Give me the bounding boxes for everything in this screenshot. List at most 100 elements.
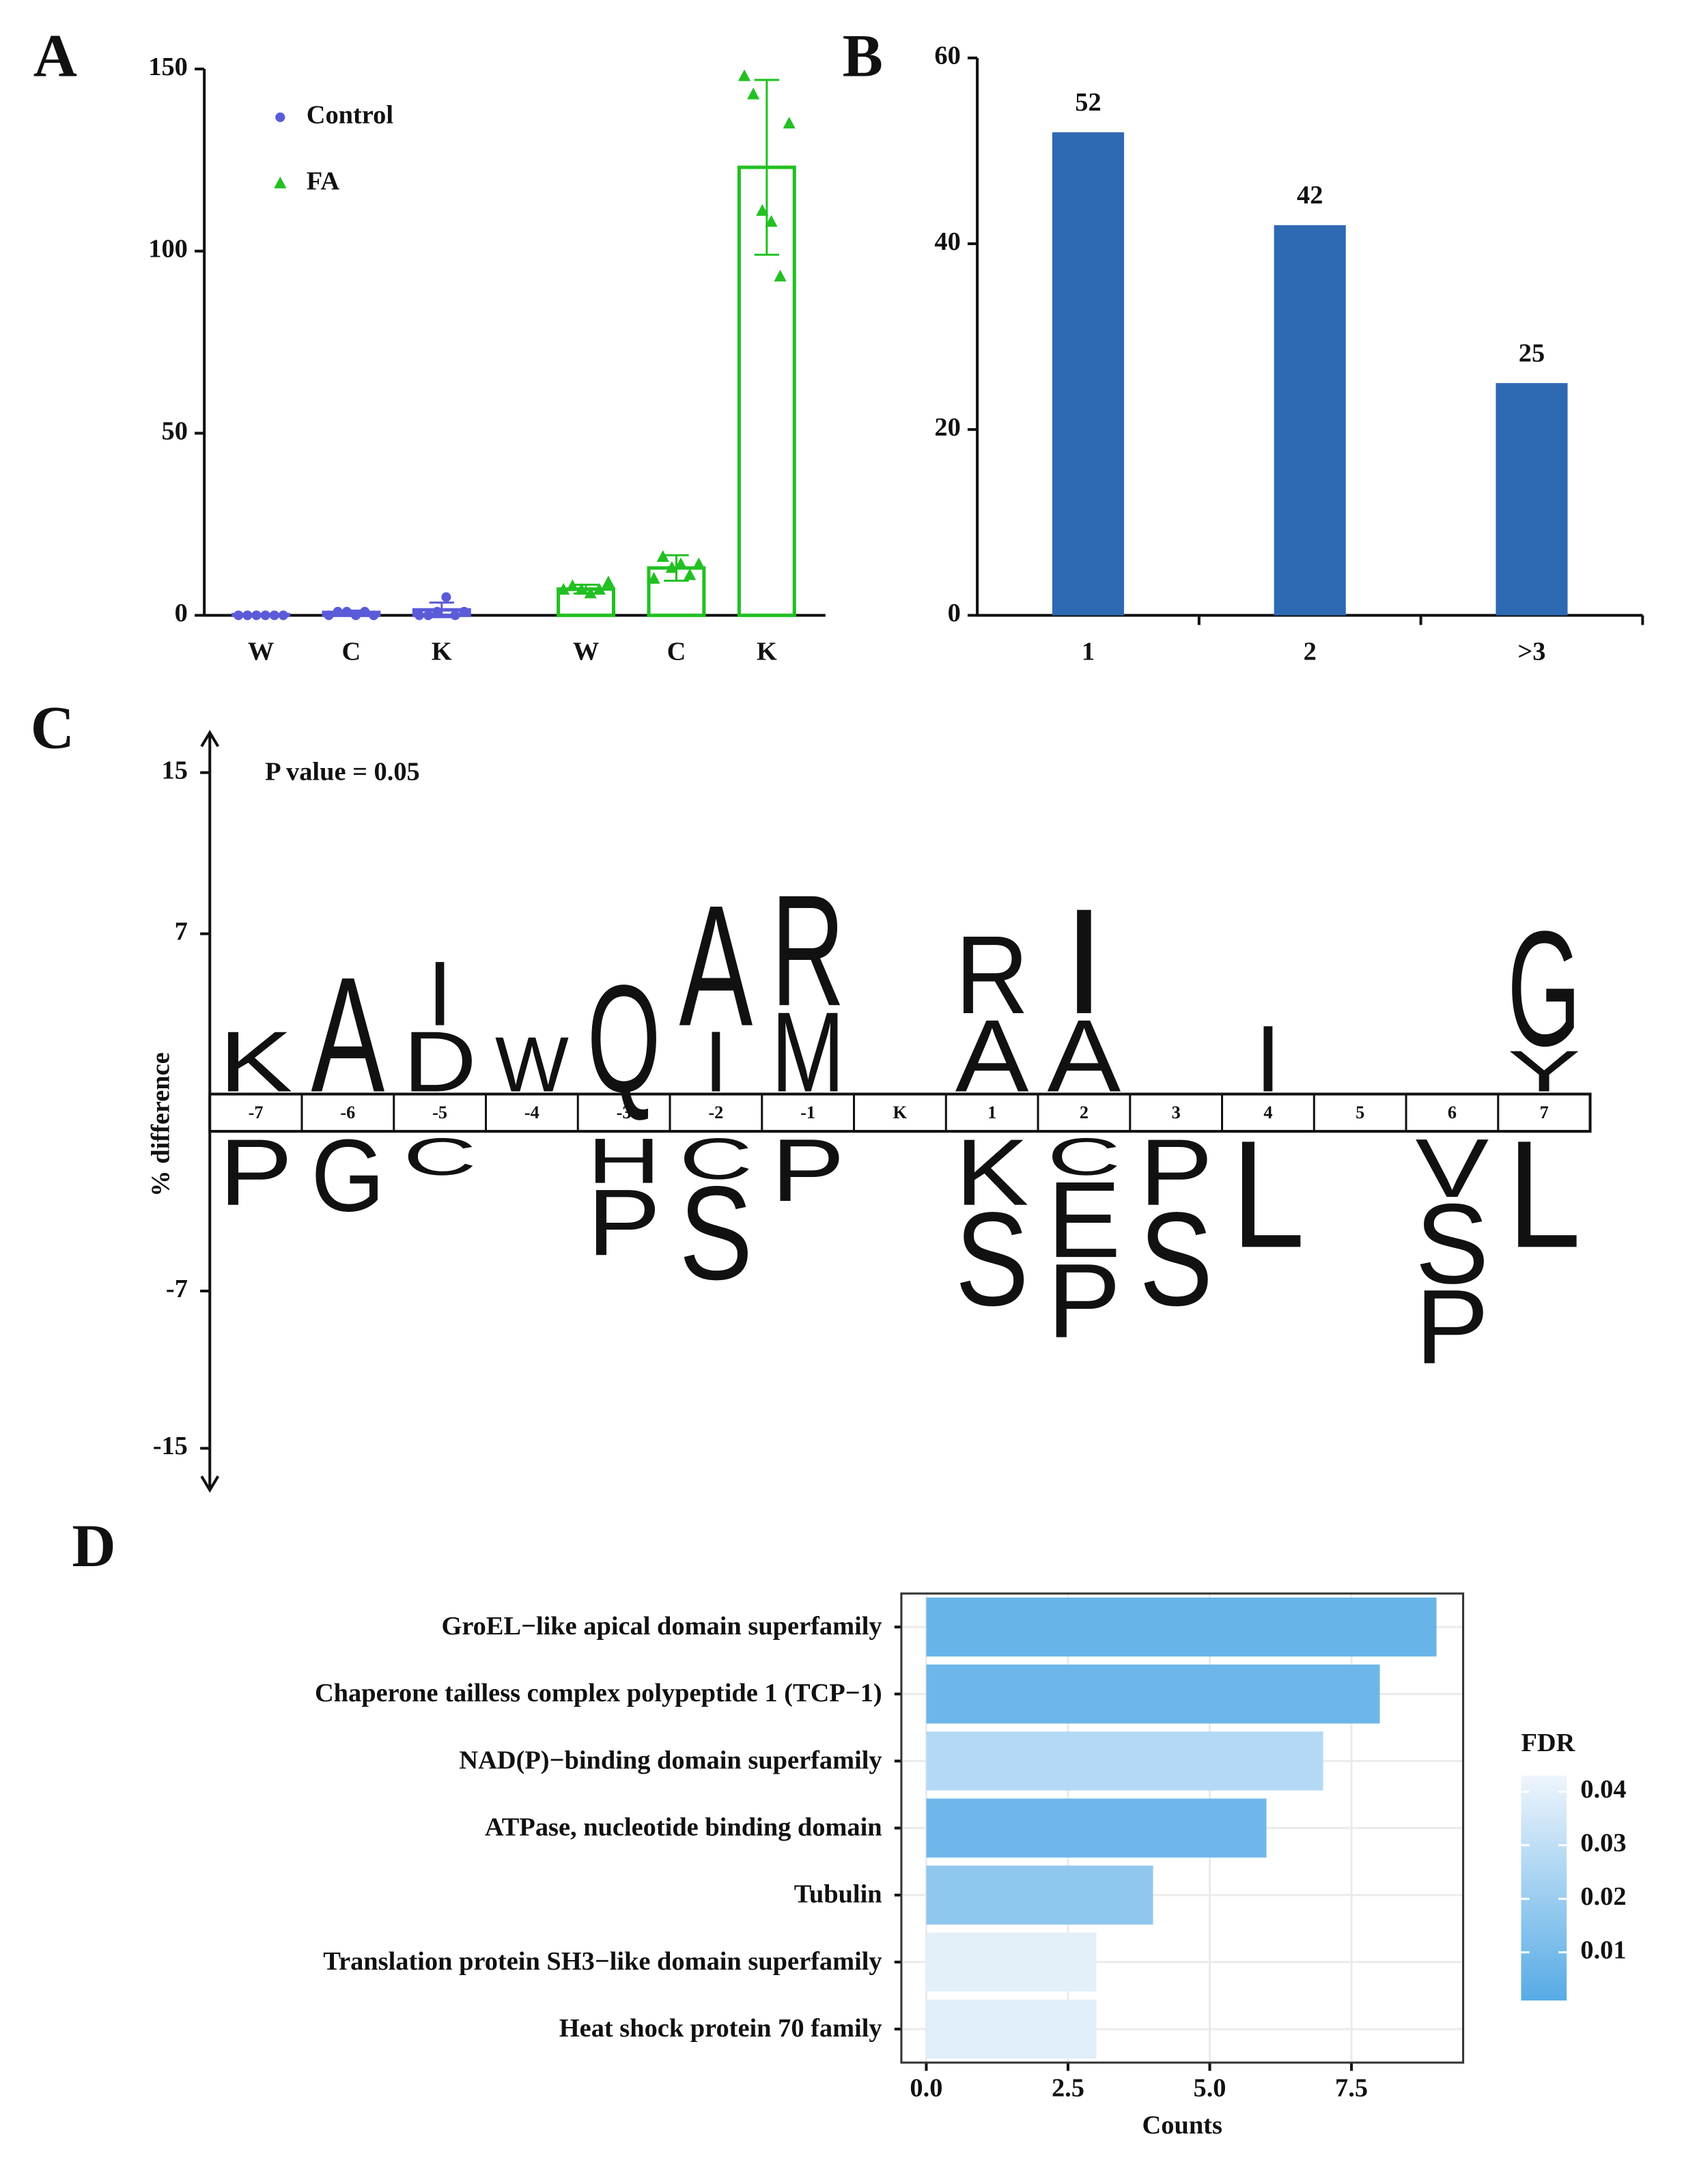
logo-letter: A [311, 944, 384, 1126]
bar [1496, 383, 1568, 616]
y-tick-label: Heat shock protein 70 family [559, 2014, 882, 2043]
logo-letter: S [955, 1185, 1029, 1334]
position-label: K [893, 1103, 908, 1122]
data-point [242, 610, 253, 621]
bar [926, 1664, 1380, 1724]
logo-letter: C [403, 1128, 477, 1187]
data-point [647, 571, 660, 584]
panel-label: A [33, 23, 77, 89]
data-point [765, 215, 778, 227]
data-point [269, 610, 279, 621]
data-point [783, 116, 796, 129]
x-tick-label: 2 [1304, 638, 1317, 666]
logo-letter: G [1507, 897, 1581, 1080]
logo-letter: S [1416, 1180, 1489, 1307]
data-point [684, 568, 697, 580]
x-tick-label: 5.0 [1194, 2073, 1226, 2102]
position-label: -6 [340, 1103, 355, 1122]
data-point [260, 610, 270, 621]
y-tick-label: -7 [166, 1275, 188, 1303]
data-point [665, 561, 678, 573]
logo-letter: C [1048, 1128, 1121, 1187]
data-point [441, 592, 451, 602]
legend-label: FA [307, 167, 340, 196]
logo-letter: R [955, 913, 1029, 1037]
data-point [278, 610, 288, 621]
bar [1274, 225, 1346, 616]
position-label: 5 [1356, 1103, 1364, 1122]
panel-label: C [31, 695, 74, 762]
data-point [324, 610, 334, 621]
data-point [747, 87, 760, 100]
logo-letter: Y [1507, 1039, 1581, 1104]
data-point [557, 582, 570, 595]
y-tick-label: 0 [175, 599, 188, 627]
logo-letter: P [1139, 1120, 1213, 1225]
logo-letter: L [1507, 1109, 1581, 1279]
data-label: 52 [1075, 88, 1101, 117]
logo-letter: A [1048, 999, 1121, 1114]
colorbar-label: 0.02 [1580, 1882, 1626, 1911]
x-tick-label: C [667, 638, 686, 666]
logo-letter: R [771, 862, 845, 1039]
data-point [350, 610, 361, 621]
x-tick-label: C [342, 638, 361, 666]
logo-letter: I [1063, 877, 1105, 1045]
logo-letter: L [1231, 1109, 1305, 1279]
y-tick-label: 50 [162, 416, 188, 445]
y-tick-label: NAD(P)−binding domain superfamily [459, 1746, 882, 1774]
y-tick-label: 150 [148, 53, 188, 81]
x-tick-label: 2.5 [1052, 2073, 1084, 2102]
legend-marker [275, 112, 285, 122]
y-axis-label: % difference [146, 1052, 175, 1196]
position-label: 4 [1263, 1103, 1272, 1122]
data-point [593, 582, 606, 595]
logo-letter: S [1139, 1185, 1213, 1334]
data-point [360, 606, 370, 617]
logo-letter: K [219, 1014, 293, 1110]
data-point [756, 204, 769, 216]
error-bar [429, 601, 455, 619]
colorbar-label: 0.04 [1580, 1775, 1626, 1804]
data-label: 42 [1297, 181, 1323, 210]
position-label: -5 [432, 1103, 447, 1122]
logo-letter: E [1048, 1159, 1121, 1280]
logo-letter: A [955, 999, 1029, 1114]
data-point [423, 610, 434, 621]
bar [926, 1999, 1097, 2059]
logo-letter: G [311, 1118, 384, 1233]
data-point [566, 579, 579, 591]
panel-label: B [843, 23, 883, 89]
data-point [584, 586, 597, 599]
y-tick-label: Tubulin [794, 1880, 882, 1909]
data-point [251, 610, 262, 621]
y-tick-label: 7 [175, 918, 188, 946]
data-label: 25 [1519, 339, 1545, 368]
bar [926, 1932, 1097, 1992]
legend-title: FDR [1521, 1729, 1575, 1757]
data-point [333, 606, 343, 617]
position-box [208, 1092, 1592, 1133]
logo-letter: D [403, 1014, 477, 1110]
data-point [656, 550, 669, 563]
colorbar-label: 0.01 [1580, 1935, 1626, 1964]
logo-letter: P [1048, 1242, 1121, 1360]
y-tick-label: 100 [148, 235, 188, 264]
logo-letter: A [679, 870, 753, 1062]
y-tick-label: Chaperone tailless complex polypeptide 1… [315, 1679, 882, 1707]
data-point [369, 610, 379, 621]
data-point [450, 610, 460, 621]
data-point [234, 610, 244, 621]
bar [926, 1597, 1437, 1657]
data-point [738, 69, 751, 81]
y-tick-label: 0 [948, 599, 961, 627]
position-label: 7 [1540, 1103, 1549, 1122]
position-label: 1 [987, 1103, 996, 1122]
y-tick-label: Translation protein SH3−like domain supe… [323, 1947, 882, 1976]
logo-letter: H [587, 1125, 661, 1197]
annotation: P value = 0.05 [265, 758, 420, 786]
logo-letter: I [1255, 1007, 1281, 1112]
x-tick-label: W [248, 638, 274, 666]
position-label: -7 [249, 1103, 264, 1122]
